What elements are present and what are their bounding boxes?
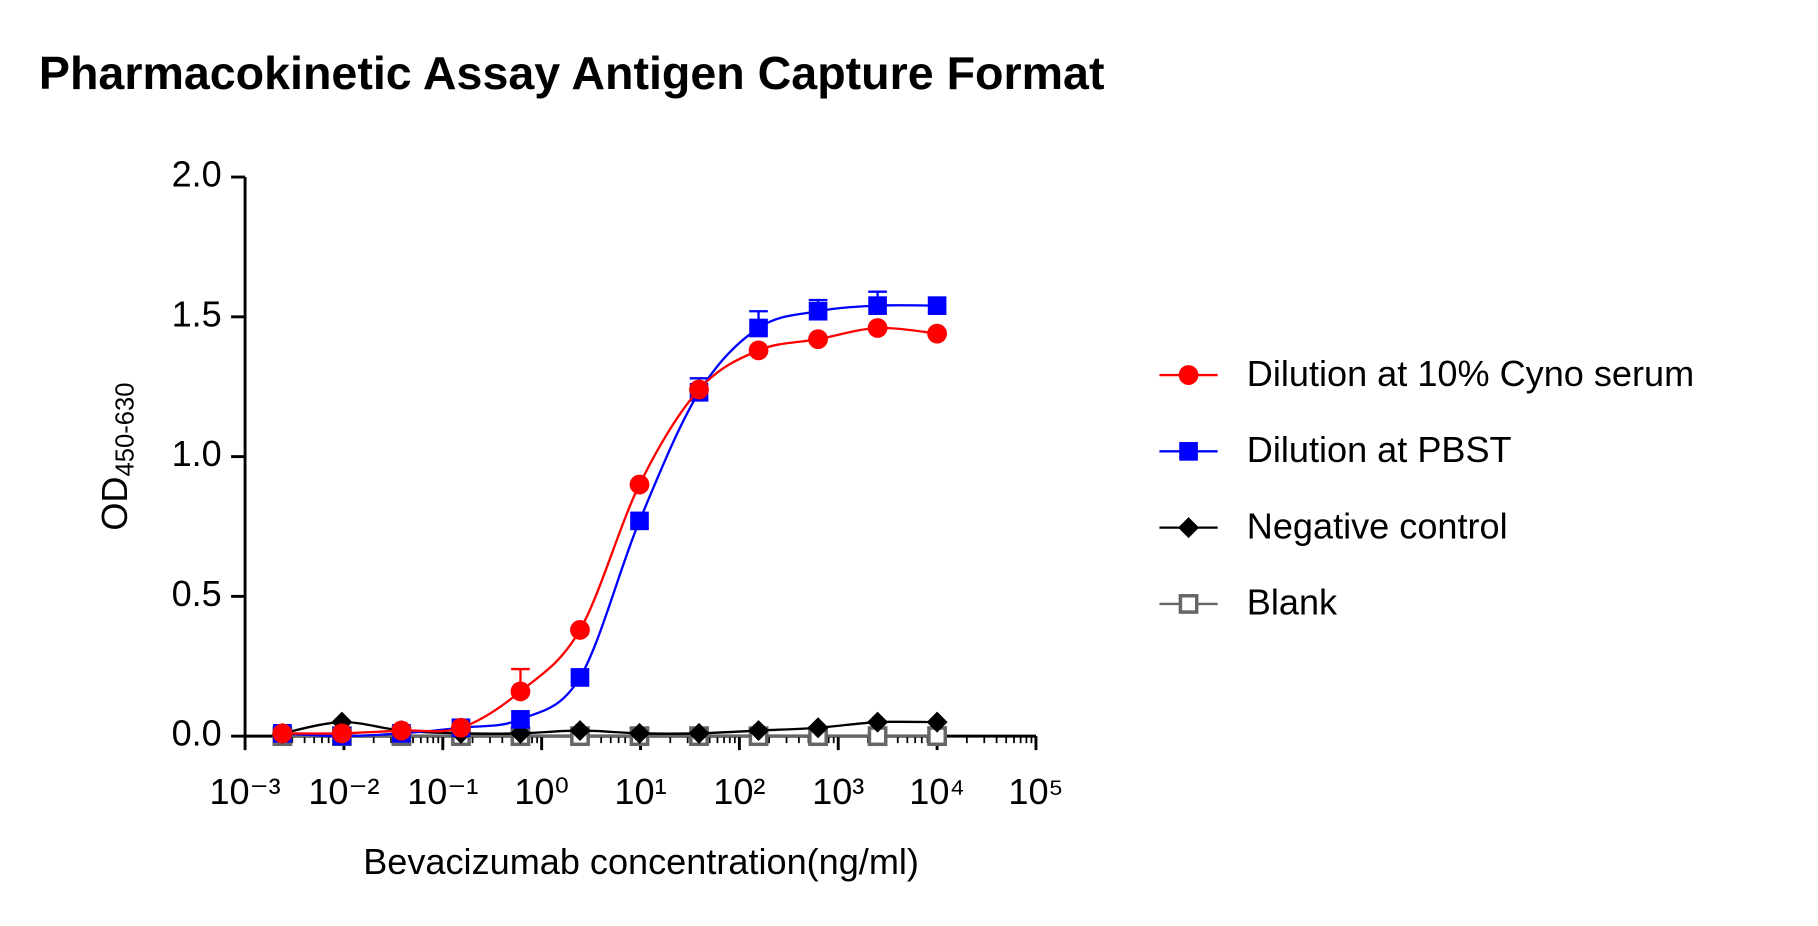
legend-label: Negative control <box>1247 505 1508 546</box>
data-point <box>867 318 888 338</box>
x-tick-label: 10⁰ <box>514 771 569 812</box>
data-point <box>927 323 948 344</box>
data-point <box>629 722 650 744</box>
chart-title: Pharmacokinetic Assay Antigen Capture Fo… <box>39 47 1105 99</box>
data-point <box>630 511 649 531</box>
data-point <box>510 681 531 702</box>
y-tick-label: 2.0 <box>172 154 222 195</box>
data-point <box>748 720 770 742</box>
y-tick-label: 0.0 <box>172 713 222 754</box>
data-point <box>868 296 887 315</box>
data-point <box>689 379 709 400</box>
data-point <box>451 717 471 738</box>
y-tick-label: 1.5 <box>172 293 222 334</box>
x-tick-label: 10⁻³ <box>209 771 280 812</box>
fit-line <box>282 304 938 738</box>
data-point <box>511 710 530 729</box>
data-point <box>808 301 828 321</box>
data-point <box>570 668 590 687</box>
fit-line <box>282 326 938 735</box>
x-axis-label: Bevacizumab concentration(ng/ml) <box>363 841 919 882</box>
x-tick-label: 10³ <box>812 771 864 812</box>
legend-item: Blank <box>1159 582 1338 623</box>
x-tick-label: 10¹ <box>614 771 666 812</box>
legend-item: Dilution at 10% Cyno serum <box>1159 353 1694 394</box>
x-tick-label: 10² <box>713 771 765 812</box>
series <box>273 290 947 746</box>
y-axis-label-main: OD <box>93 477 134 531</box>
data-point <box>808 329 828 350</box>
data-point <box>748 340 769 361</box>
legend: Dilution at 10% Cyno serum Dilution at PB… <box>1159 353 1694 623</box>
series <box>272 318 948 744</box>
data-point <box>331 723 352 744</box>
x-tick-label: 10⁴ <box>909 771 965 812</box>
legend-label: Blank <box>1247 582 1338 623</box>
legend-marker <box>1178 594 1199 614</box>
y-tick-label: 1.0 <box>172 433 222 474</box>
legend-marker <box>1178 365 1199 385</box>
legend-item: Negative control <box>1159 505 1508 546</box>
x-tick-label: 10⁵ <box>1008 771 1063 812</box>
legend-label: Dilution at PBST <box>1247 429 1512 470</box>
y-axis-label: OD450-630 <box>93 383 139 531</box>
x-tick-label: 10⁻¹ <box>407 771 478 812</box>
data-point <box>749 318 768 338</box>
data-point <box>867 711 889 733</box>
x-tick-label: 10⁻² <box>308 771 379 812</box>
y-axis-label-subscript: 450-630 <box>111 383 139 477</box>
legend-label: Dilution at 10% Cyno serum <box>1247 353 1694 394</box>
data-point <box>570 620 590 640</box>
data-point <box>272 723 293 744</box>
legend-marker <box>1179 442 1198 461</box>
data-point <box>927 296 947 315</box>
data-point <box>391 720 412 741</box>
y-tick-label: 0.5 <box>172 573 222 614</box>
legend-marker <box>1178 517 1200 539</box>
legend-item: Dilution at PBST <box>1159 429 1512 470</box>
data-point <box>926 711 948 733</box>
data-point <box>807 717 829 739</box>
data-point <box>688 722 710 744</box>
data-point <box>569 720 591 742</box>
data-point <box>629 474 650 495</box>
